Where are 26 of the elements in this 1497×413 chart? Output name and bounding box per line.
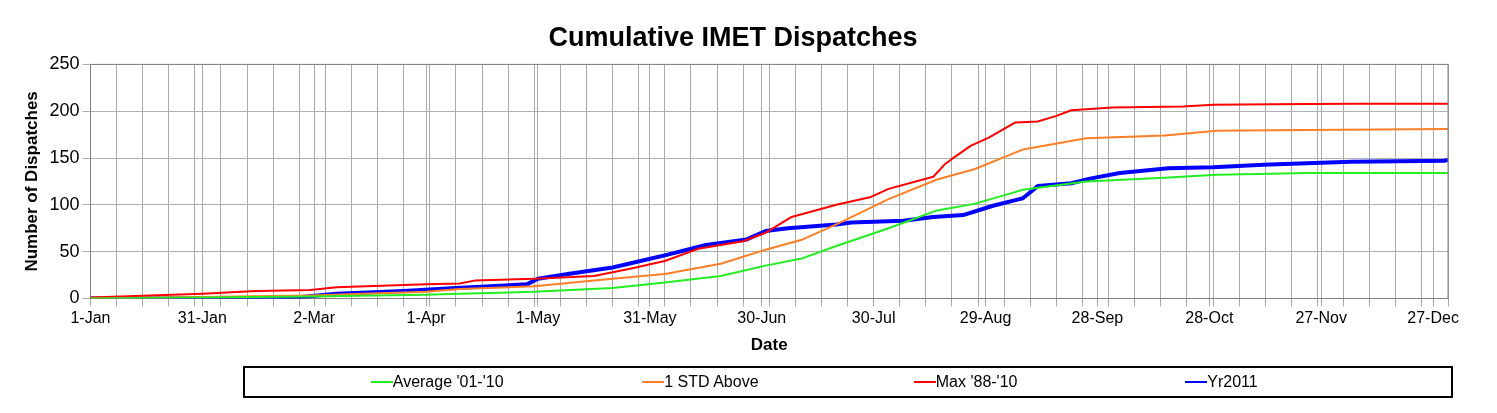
legend-label: 1 STD Above <box>664 373 759 391</box>
y-tick-label: 0 <box>69 287 80 308</box>
y-tick-label: 150 <box>49 146 80 167</box>
legend-label: Average '01-'10 <box>392 373 504 391</box>
x-tick-label: 29-Aug <box>959 309 1012 327</box>
x-tick-label: 2-Mar <box>293 309 336 327</box>
x-tick-label: 30-Jul <box>851 309 896 327</box>
x-tick-label: 1-May <box>515 309 561 327</box>
y-tick-label: 250 <box>49 53 80 74</box>
x-tick-label: 27-Nov <box>1295 309 1347 327</box>
x-tick-label: 27-Dec <box>1407 309 1459 327</box>
x-tick-label: 28-Sep <box>1071 309 1124 327</box>
x-tick-label: 28-Oct <box>1185 309 1234 327</box>
y-tick-label: 200 <box>49 100 80 121</box>
chart-title: Cumulative IMET Dispatches <box>548 21 918 52</box>
y-tick-label: 100 <box>49 193 80 214</box>
x-tick-label: 1-Apr <box>406 309 447 327</box>
x-tick-label: 31-May <box>623 309 677 327</box>
x-tick-label: 30-Jun <box>737 309 787 327</box>
y-tick-label: 50 <box>59 240 80 261</box>
y-axis-title: Number of Dispatches <box>21 91 41 272</box>
x-axis-title: Date <box>750 335 788 355</box>
x-tick-label: 31-Jan <box>177 309 227 327</box>
legend-label: Yr2011 <box>1207 373 1258 391</box>
legend-label: Max '88-'10 <box>935 373 1018 391</box>
x-tick-label: 1-Jan <box>70 309 111 327</box>
